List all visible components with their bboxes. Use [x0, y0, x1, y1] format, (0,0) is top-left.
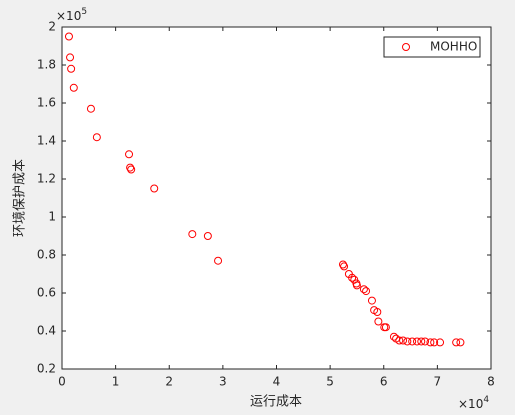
point	[125, 150, 134, 159]
point	[203, 232, 212, 240]
point	[348, 273, 357, 282]
y-tick-label: 2	[48, 20, 56, 34]
point	[426, 338, 435, 347]
y-tick-label: 1.6	[37, 96, 56, 110]
legend-label: MOHHO	[430, 40, 477, 54]
y-tick-label: 0.4	[37, 324, 56, 338]
point	[188, 230, 197, 239]
y-tick-label: 1	[48, 210, 56, 224]
y-tick-label: 0.6	[37, 286, 56, 300]
point	[126, 163, 135, 172]
point	[403, 337, 412, 346]
x-tick-label: 5	[326, 375, 334, 389]
point	[67, 64, 76, 73]
point	[452, 338, 461, 347]
point	[421, 337, 430, 346]
point	[69, 83, 78, 92]
point	[92, 133, 101, 142]
x-tick-label: 8	[487, 375, 495, 389]
x-multiplier-power: 4	[483, 395, 489, 405]
x-tick-label: 0	[58, 375, 66, 389]
point	[417, 337, 426, 346]
point	[408, 337, 417, 346]
point	[367, 296, 376, 305]
point	[381, 323, 390, 332]
point	[66, 53, 75, 62]
point	[436, 338, 445, 347]
point	[340, 262, 349, 271]
legend-box	[383, 36, 481, 58]
point	[373, 308, 382, 316]
x-tick-label: 6	[380, 375, 388, 389]
point	[430, 338, 439, 347]
y-tick-label: 1.4	[37, 134, 56, 148]
point	[214, 256, 223, 265]
point	[456, 338, 465, 347]
x-multiplier: ×104	[458, 395, 489, 411]
point	[412, 337, 421, 346]
y-multiplier-power: 5	[81, 7, 87, 17]
legend: MOHHO	[383, 36, 481, 58]
legend-marker	[402, 43, 410, 51]
point	[374, 317, 383, 326]
point	[86, 104, 95, 113]
y-tick-label: 0.8	[37, 248, 56, 262]
x-tick-label: 3	[219, 375, 227, 389]
point	[359, 285, 368, 294]
point	[389, 332, 398, 341]
point	[150, 184, 159, 193]
point	[399, 336, 408, 345]
x-axis-label: 运行成本	[250, 395, 302, 410]
point	[352, 281, 361, 290]
point	[362, 287, 371, 296]
point	[64, 32, 73, 41]
x-tick-label: 7	[434, 375, 442, 389]
y-tick-label: 0.2	[37, 362, 56, 376]
x-tick-label: 1	[112, 375, 120, 389]
x-tick-label: 4	[273, 375, 281, 389]
point	[127, 165, 136, 174]
y-multiplier: ×105	[56, 7, 87, 23]
y-axis-label: 环境保护成本	[13, 159, 28, 237]
plot-area	[62, 27, 491, 369]
y-tick-label: 1.2	[37, 172, 56, 186]
y-tick-label: 1.8	[37, 58, 56, 72]
axes-box	[61, 26, 492, 370]
y-multiplier-base: ×10	[56, 9, 81, 23]
point	[338, 260, 347, 269]
point	[395, 336, 404, 345]
x-tick-label: 2	[165, 375, 173, 389]
x-multiplier-base: ×10	[458, 397, 483, 411]
